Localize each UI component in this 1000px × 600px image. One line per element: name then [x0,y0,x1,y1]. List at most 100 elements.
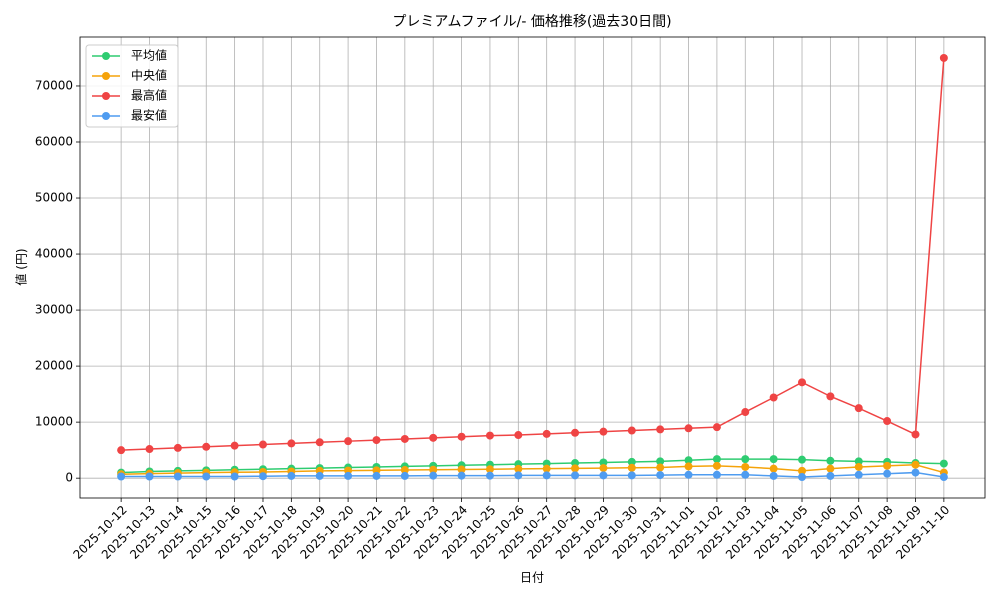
point [684,424,693,433]
point [485,471,494,480]
point [854,470,863,479]
point [514,471,523,480]
point [741,408,750,417]
point [911,460,920,469]
point [457,432,466,441]
x-axis-label: 日付 [520,571,544,585]
point [911,468,920,477]
point [712,455,721,464]
point [202,442,211,451]
point [315,438,324,447]
point [173,472,182,481]
point [599,471,608,480]
point [117,446,126,455]
point [258,472,267,481]
point [287,471,296,480]
point [230,472,239,481]
legend-marker [102,52,110,60]
series-line [121,471,944,478]
point [485,465,494,474]
point [656,463,665,472]
point [854,457,863,466]
point [571,471,580,480]
point [684,456,693,465]
point [854,462,863,471]
point [798,378,807,387]
y-tick-label: 20000 [35,359,73,373]
point [599,464,608,473]
point [854,404,863,413]
legend-label: 最高値 [131,88,167,103]
point [627,457,636,466]
point [741,455,750,464]
point [202,472,211,481]
legend-marker [102,92,110,100]
legend-label: 平均値 [131,48,167,63]
series-line [121,57,945,451]
point [769,393,778,402]
point [485,431,494,440]
point [826,392,835,401]
point [656,457,665,466]
point [741,462,750,471]
point [145,445,154,454]
point [230,441,239,450]
point [939,473,948,482]
point [627,426,636,435]
point [883,469,892,478]
point [372,466,381,475]
y-tick-label: 0 [65,471,73,485]
y-tick-label: 10000 [35,415,73,429]
point [627,463,636,472]
point [684,462,693,471]
legend-label: 最安値 [131,108,167,123]
point [798,466,807,475]
point [315,471,324,480]
legend-marker [102,72,110,80]
y-tick-label: 60000 [35,134,73,148]
point [542,471,551,480]
point [627,471,636,480]
point [173,443,182,452]
point [769,471,778,480]
point [769,455,778,464]
y-tick-label: 40000 [35,247,73,261]
point [514,464,523,473]
point [372,471,381,480]
point [712,461,721,470]
point [117,472,126,481]
point [883,417,892,426]
series-line [121,458,944,474]
point [571,428,580,437]
point [372,436,381,445]
series-line [121,463,945,475]
point [258,440,267,449]
point [712,470,721,479]
point [400,466,409,475]
point [457,471,466,480]
point [542,429,551,438]
point [883,461,892,470]
y-axis-label: 値 (円) [14,248,29,285]
point [712,423,721,432]
point [287,439,296,448]
y-tick-label: 30000 [35,303,73,317]
plot-frame [79,36,986,499]
point [542,464,551,473]
point [911,430,920,439]
y-tick-label: 50000 [35,191,73,205]
point [826,471,835,480]
point [684,470,693,479]
legend-marker [102,112,110,120]
point [429,471,438,480]
point [599,458,608,467]
point [798,473,807,482]
point [145,472,154,481]
point [344,437,353,446]
point [939,459,948,468]
point [514,431,523,440]
point [429,465,438,474]
point [798,455,807,464]
